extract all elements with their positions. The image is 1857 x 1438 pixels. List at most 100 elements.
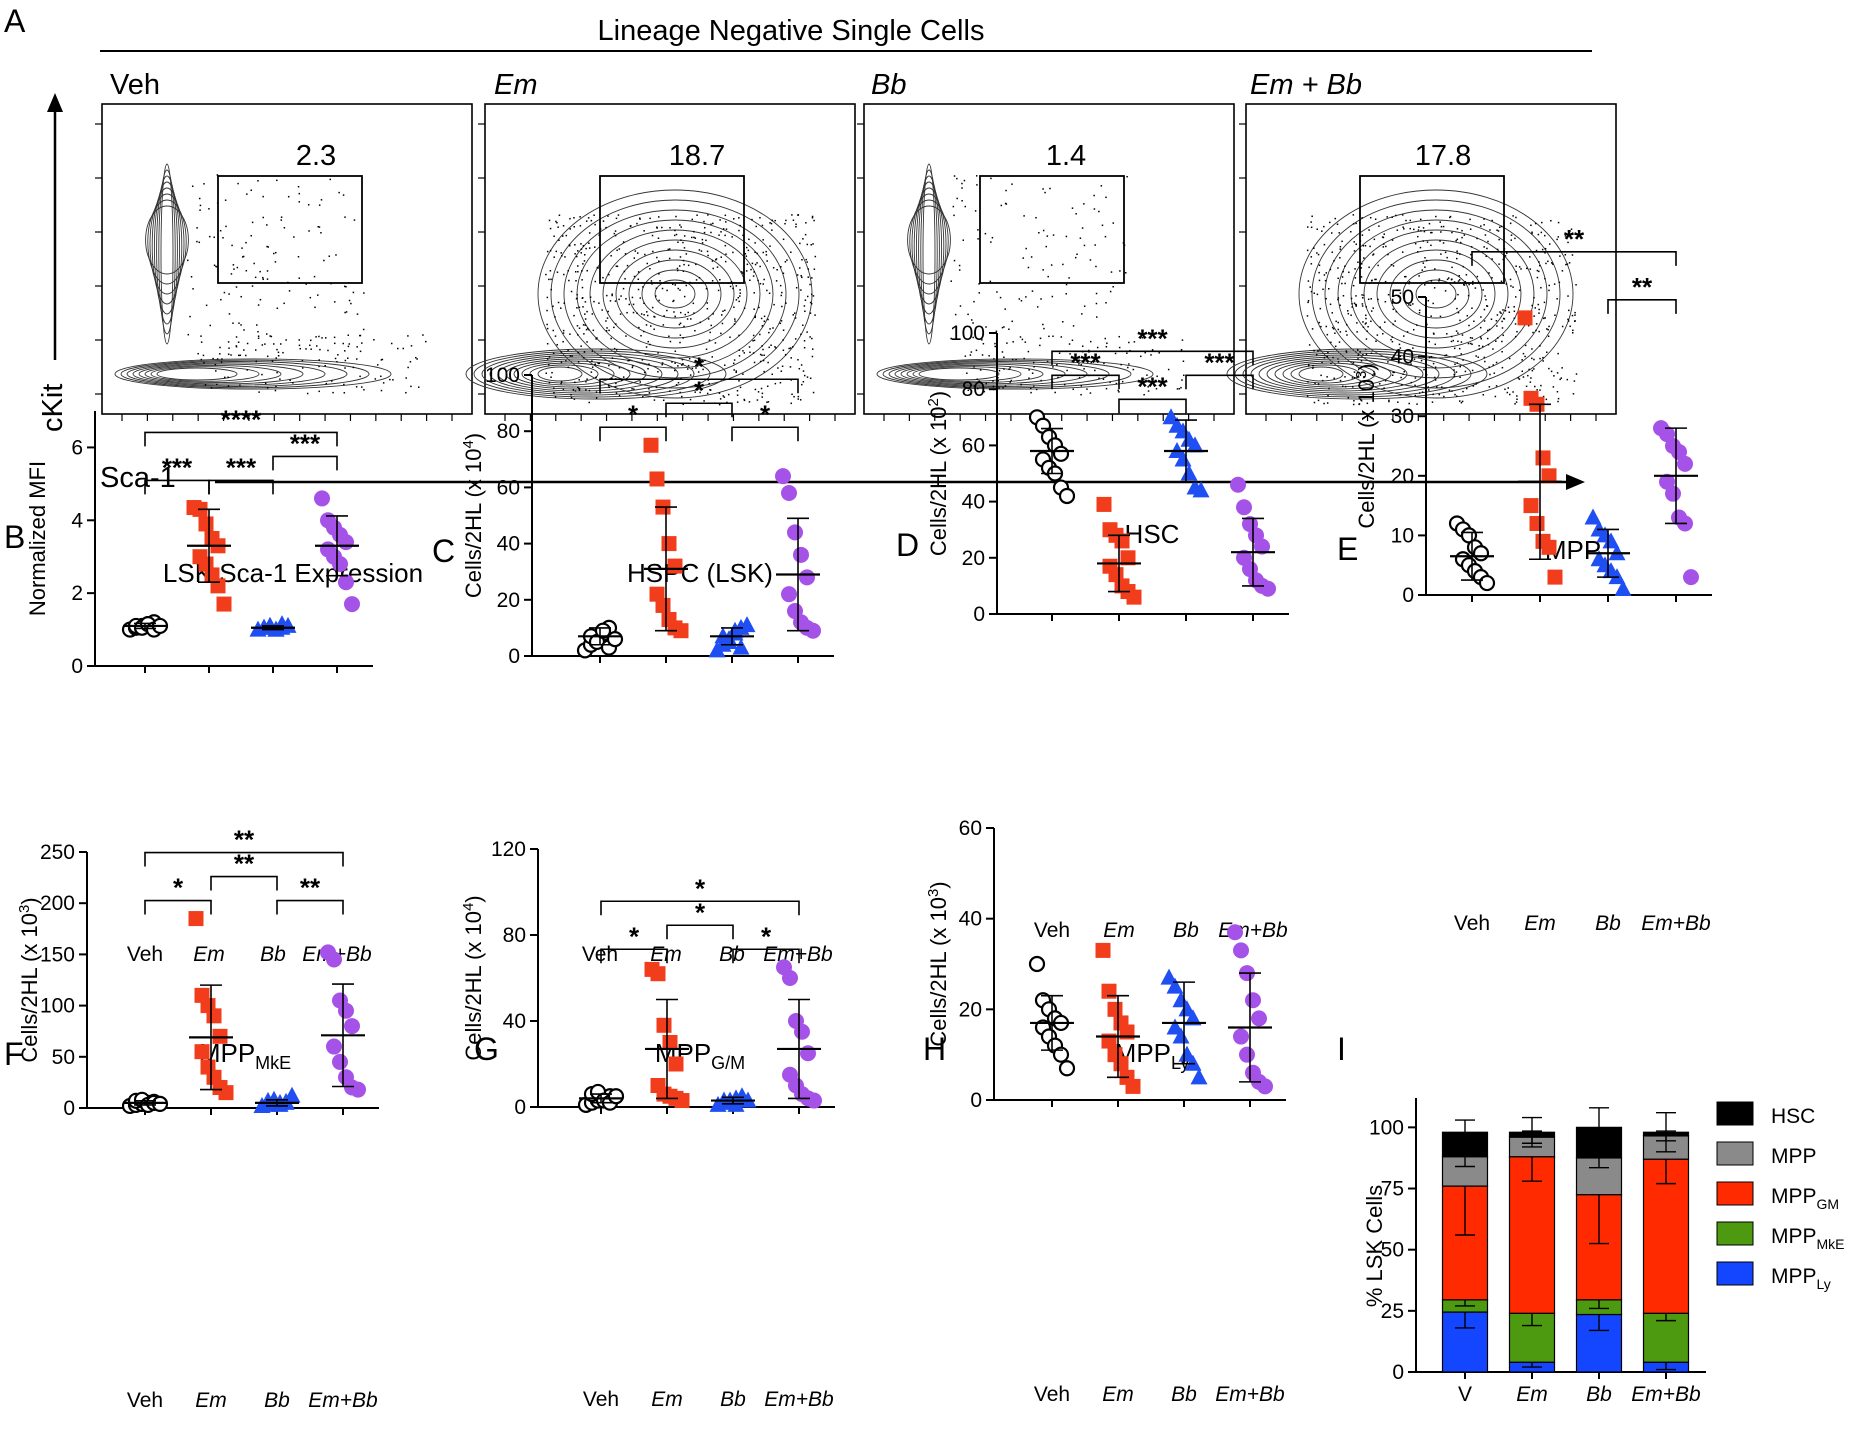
event-dot xyxy=(781,365,784,368)
event-dot xyxy=(1025,247,1027,250)
event-dot xyxy=(1119,270,1121,272)
event-dot xyxy=(582,356,585,359)
event-dot xyxy=(1051,295,1054,298)
event-dot xyxy=(756,262,758,264)
event-dot xyxy=(1569,325,1571,328)
event-dot xyxy=(608,386,611,389)
data-point xyxy=(793,546,809,563)
data-point xyxy=(1052,445,1070,462)
contour-lines xyxy=(465,189,813,400)
event-dot xyxy=(1377,264,1379,267)
event-dot xyxy=(1332,328,1335,330)
event-dot xyxy=(1390,338,1392,341)
event-dot xyxy=(324,364,326,367)
event-dot xyxy=(718,403,721,406)
event-dot xyxy=(335,254,337,256)
event-dot xyxy=(1080,393,1082,396)
event-dot xyxy=(802,238,804,240)
event-dot xyxy=(274,251,277,254)
event-dot xyxy=(202,354,205,357)
event-dot xyxy=(616,265,619,268)
event-dot xyxy=(549,227,552,230)
event-dot xyxy=(749,351,751,354)
event-dot xyxy=(624,278,626,280)
event-dot xyxy=(712,313,714,315)
event-dot xyxy=(1516,395,1518,397)
category-label: Bb xyxy=(1173,919,1199,942)
event-dot xyxy=(578,379,580,381)
event-dot xyxy=(1384,280,1387,283)
event-dot xyxy=(788,347,790,350)
significance-bracket xyxy=(1607,299,1677,314)
event-dot xyxy=(1031,290,1034,292)
event-dot xyxy=(1471,343,1473,346)
event-dot xyxy=(1052,335,1054,337)
event-dot xyxy=(647,367,649,370)
event-dot xyxy=(189,315,191,318)
event-dot xyxy=(1456,307,1458,310)
event-dot xyxy=(619,313,622,315)
event-dot xyxy=(1524,355,1526,358)
event-dot xyxy=(1354,303,1357,306)
event-dot xyxy=(1383,243,1385,245)
y-tick-label: 2 xyxy=(71,582,83,605)
event-dot xyxy=(699,321,702,324)
event-dot xyxy=(992,385,995,388)
event-dot xyxy=(743,398,745,401)
event-dot xyxy=(724,260,727,263)
y-axis-label-end: ) xyxy=(461,895,486,902)
significance-bracket xyxy=(210,875,278,891)
contour xyxy=(150,366,260,382)
event-dot xyxy=(1419,218,1422,221)
event-dot xyxy=(562,332,565,334)
event-dot xyxy=(782,272,785,275)
event-dot xyxy=(336,361,338,363)
y-tick-label: 0 xyxy=(63,1097,75,1120)
event-dot xyxy=(1456,252,1459,255)
event-dot xyxy=(807,276,810,278)
event-dot xyxy=(1383,387,1385,389)
event-dot xyxy=(1482,394,1485,396)
event-dot xyxy=(1321,230,1323,232)
event-dot xyxy=(1323,356,1326,359)
event-dot xyxy=(622,376,625,378)
event-dot xyxy=(227,385,230,387)
category-label: Bb xyxy=(264,1389,290,1412)
event-dot xyxy=(769,328,771,330)
event-dot xyxy=(1313,247,1315,249)
event-dot xyxy=(1105,346,1108,348)
event-dot xyxy=(812,295,815,297)
event-dot xyxy=(1518,378,1521,380)
event-dot xyxy=(752,334,755,337)
event-dot xyxy=(1105,302,1107,304)
event-dot xyxy=(562,340,564,343)
event-dot xyxy=(1471,369,1474,372)
event-dot xyxy=(552,352,555,355)
event-dot xyxy=(1373,372,1375,375)
event-dot xyxy=(1066,369,1068,372)
legend-label: MPPLy xyxy=(1771,1265,1831,1292)
event-dot xyxy=(1506,391,1509,394)
event-dot xyxy=(791,393,793,396)
sca1-axis-label: Sca-1 xyxy=(100,462,176,494)
event-dot xyxy=(1320,325,1322,328)
event-dot xyxy=(561,254,563,257)
event-dot xyxy=(1486,337,1489,340)
event-dot xyxy=(1547,328,1549,331)
event-dot xyxy=(809,312,812,314)
event-dot xyxy=(1065,235,1068,238)
event-dot xyxy=(1383,233,1386,235)
event-dot xyxy=(1329,268,1332,271)
event-dot xyxy=(1538,312,1540,314)
event-dot xyxy=(1151,349,1154,351)
event-dot xyxy=(1354,268,1356,270)
flow-plot-veh: Veh 2.3 xyxy=(110,69,336,172)
event-dot xyxy=(694,329,696,332)
event-dot xyxy=(615,323,617,325)
event-dot xyxy=(246,193,248,195)
event-dot xyxy=(272,343,275,345)
contour xyxy=(505,358,647,390)
event-dot xyxy=(626,264,629,267)
event-dot xyxy=(655,287,658,289)
